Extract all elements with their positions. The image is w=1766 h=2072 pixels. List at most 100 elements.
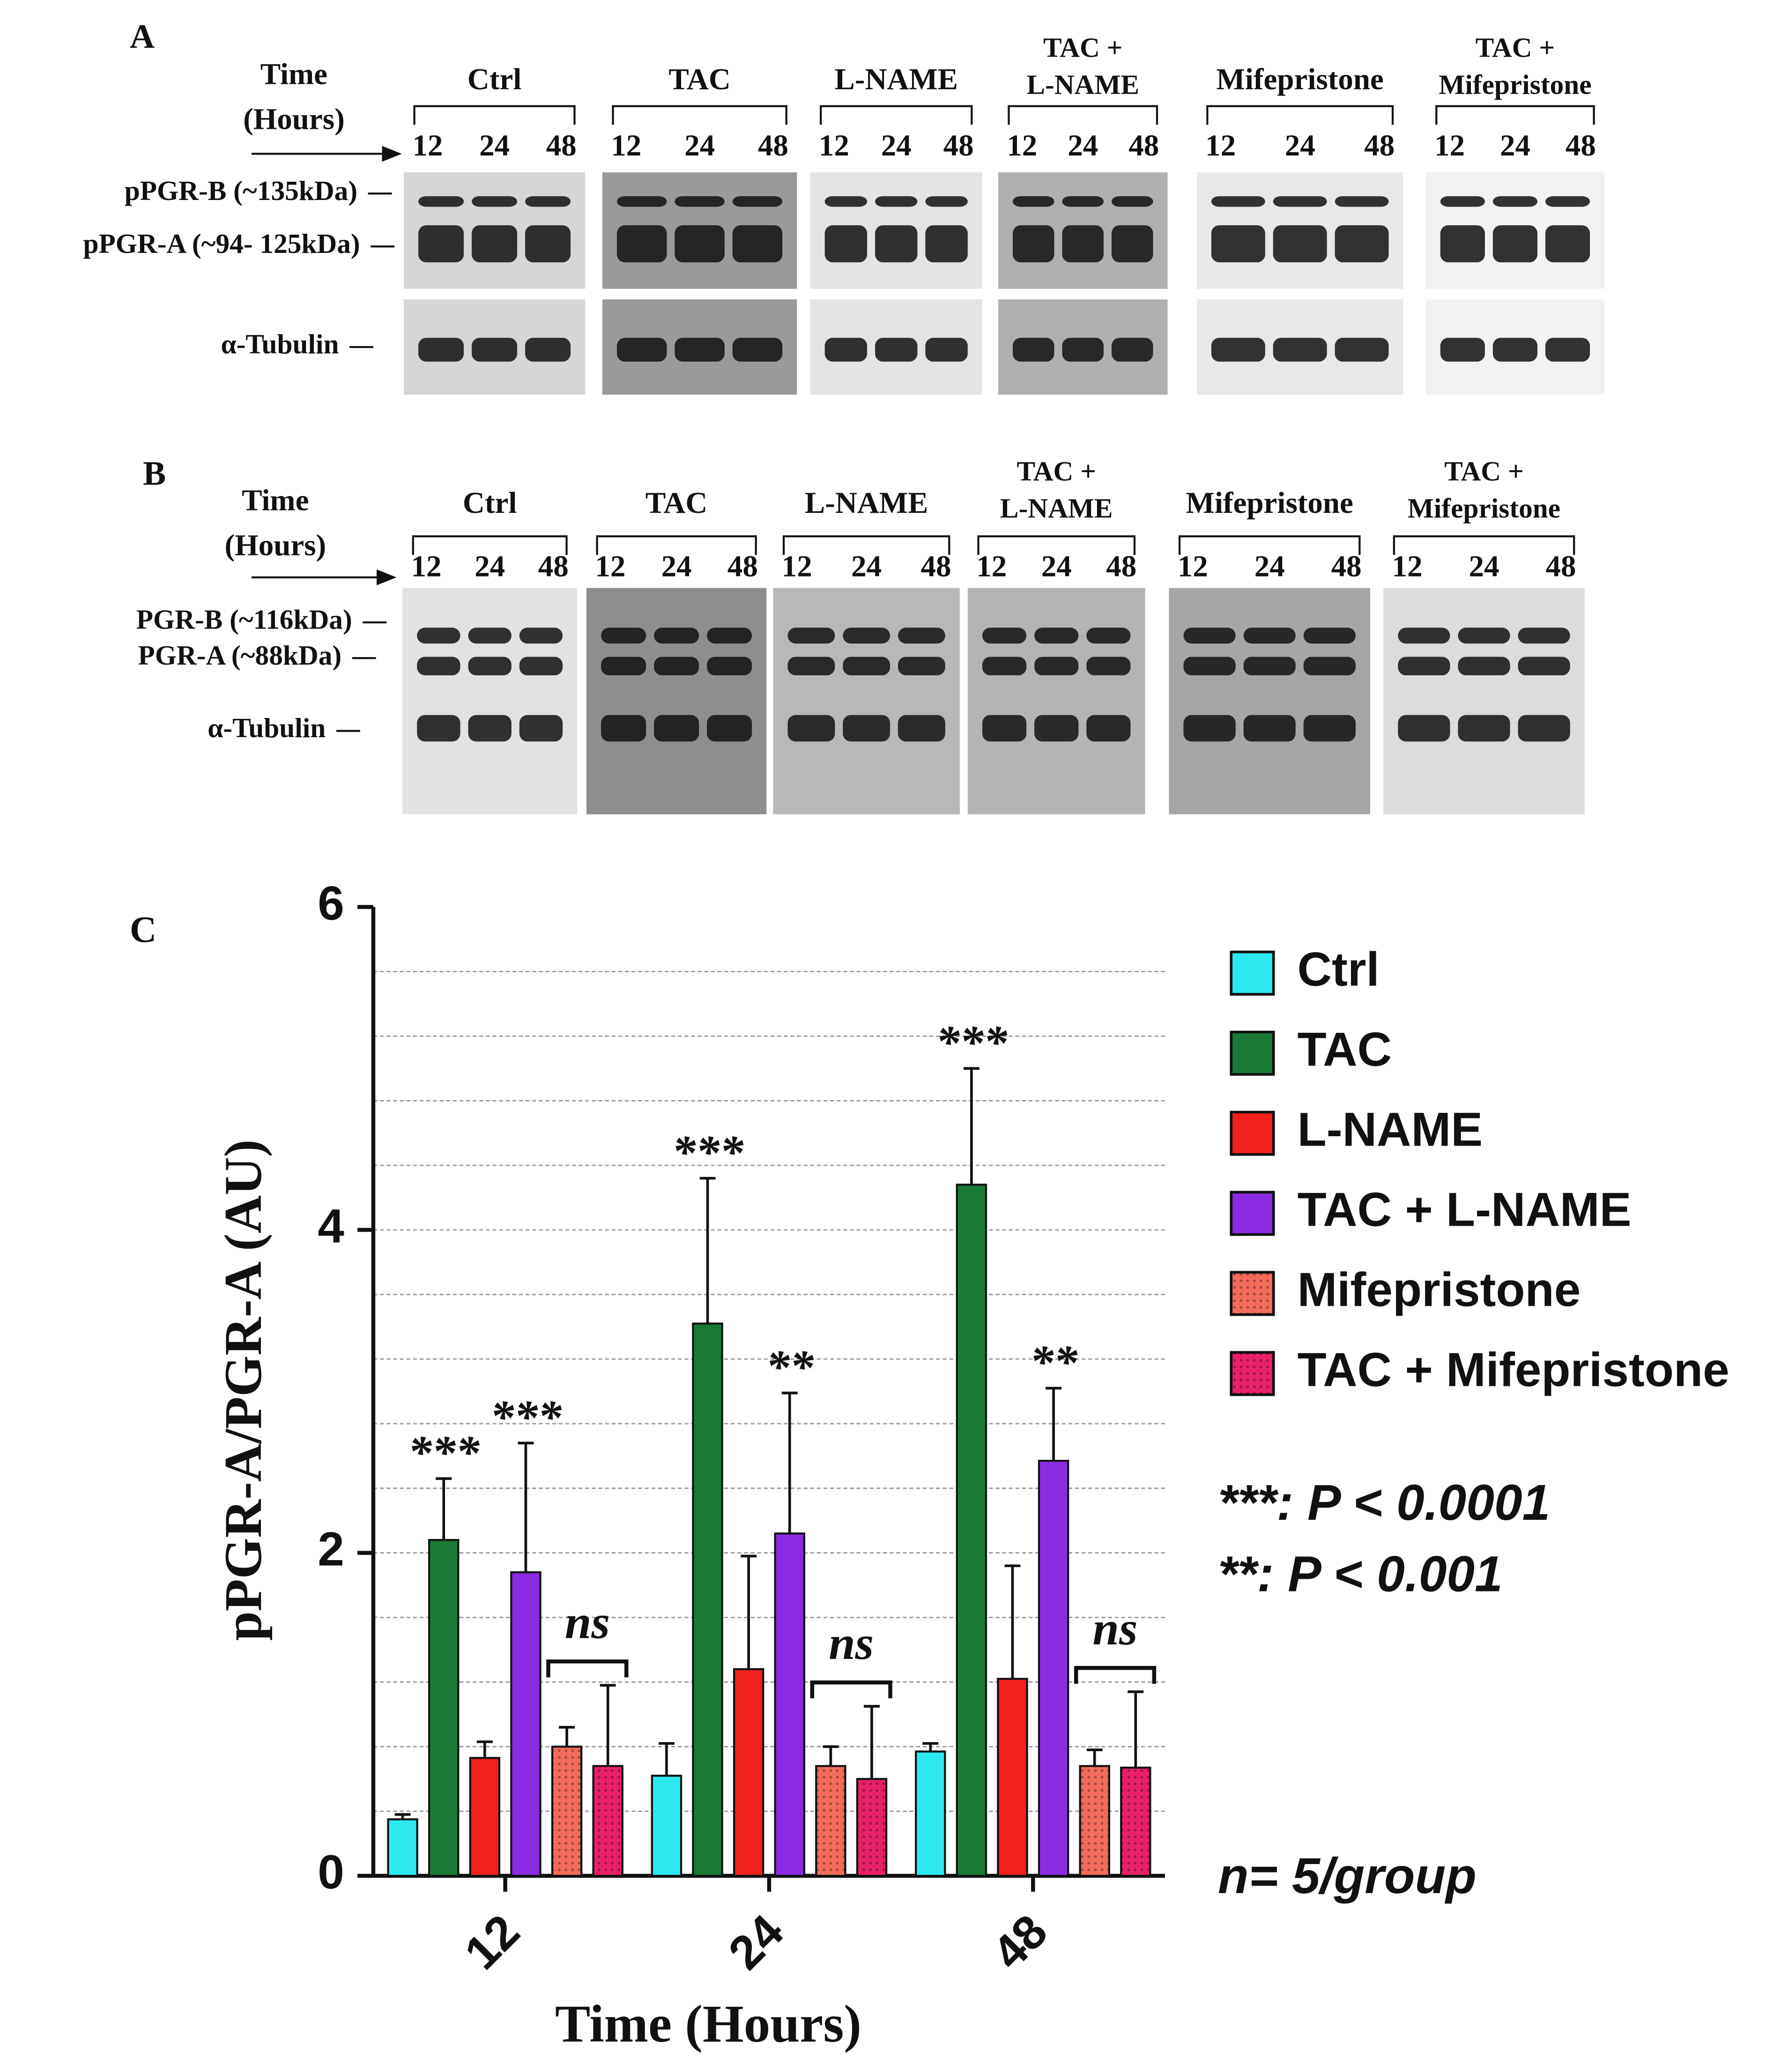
blot: [967, 588, 1145, 814]
significance-label: **: [1030, 1336, 1078, 1389]
band: [417, 657, 460, 675]
significance-label: ***: [936, 1016, 1008, 1069]
error-bar: [436, 1477, 452, 1540]
band: [417, 715, 460, 742]
band: [654, 715, 699, 742]
note: n= 5/group: [1218, 1848, 1477, 1904]
band: [616, 225, 667, 263]
time-point: 12: [1392, 550, 1423, 584]
time-point: 12: [1178, 550, 1208, 584]
band: [1012, 196, 1054, 207]
band: [1062, 225, 1104, 263]
legend-label: L-NAME: [1298, 1103, 1483, 1156]
legend-label: Ctrl: [1298, 943, 1380, 996]
bar: [387, 1818, 418, 1877]
band: [1183, 715, 1236, 742]
error-bar: [600, 1684, 616, 1766]
bar: [1038, 1459, 1069, 1877]
group-label: L-NAME: [1000, 493, 1113, 524]
band: [843, 657, 890, 675]
y-axis-title: pPGR-A/PGR-A (AU): [214, 1140, 273, 1641]
band: [1062, 196, 1104, 207]
band: [472, 338, 518, 362]
band: [1243, 657, 1296, 675]
x-axis-title: Time (Hours): [555, 1995, 861, 2053]
band-label: α-Tubulin: [208, 712, 326, 743]
band: [616, 338, 667, 362]
band: [1518, 628, 1570, 644]
time-point: 12: [611, 129, 641, 163]
error-bar: [1128, 1690, 1144, 1768]
bar: [956, 1184, 987, 1877]
band: [1303, 715, 1356, 742]
band: [898, 657, 945, 675]
y-tick-label: 2: [318, 1522, 344, 1576]
bar-pattern: [552, 1746, 582, 1876]
band: [1492, 338, 1538, 362]
time-label: Time: [242, 483, 309, 517]
band: [1545, 338, 1590, 362]
error-bar: [781, 1391, 798, 1534]
band: [654, 628, 699, 644]
band-label: PGR-B (~116kDa): [136, 604, 352, 635]
band: [1086, 657, 1131, 675]
band: [982, 657, 1027, 675]
band: [616, 196, 667, 207]
group-label: TAC +: [1476, 32, 1555, 63]
bracket: [612, 105, 787, 125]
band: [707, 657, 752, 675]
error-bar: [823, 1745, 839, 1766]
x-tick-label: 24: [718, 1904, 794, 1980]
band: [1086, 628, 1131, 644]
band: [875, 225, 918, 263]
band: [519, 715, 563, 742]
band: [787, 715, 835, 742]
time-point: 48: [758, 129, 788, 163]
group-label: TAC +: [1017, 456, 1096, 487]
time-point: 12: [976, 550, 1007, 584]
band: [824, 338, 868, 362]
bracket: [596, 535, 757, 555]
band: [417, 628, 460, 644]
time-point: 24: [475, 550, 505, 584]
band: [1211, 225, 1265, 263]
bracket: [412, 535, 568, 555]
time-point: 24: [1500, 129, 1530, 163]
time-point: 12: [412, 129, 443, 163]
band-label: pPGR-B (~135kDa): [125, 175, 357, 206]
band: [468, 715, 512, 742]
band: [982, 628, 1027, 644]
group-label: TAC: [668, 63, 730, 96]
time-point: 24: [851, 550, 882, 584]
band: [875, 196, 918, 207]
time-label: (Hours): [224, 529, 326, 562]
band: [1335, 225, 1389, 263]
significance-label: **: [766, 1340, 814, 1393]
error-bar: [741, 1554, 757, 1669]
band: [925, 196, 968, 207]
x-tick-label: 48: [982, 1904, 1058, 1980]
band: [519, 628, 563, 644]
legend-swatch: [1230, 1110, 1275, 1156]
time-point: 48: [546, 129, 577, 163]
time-point: 48: [921, 550, 951, 584]
error-bar: [476, 1740, 493, 1758]
note: ***: P < 0.0001: [1218, 1474, 1550, 1531]
bracket: [1435, 105, 1595, 125]
band-label: α-Tubulin: [221, 329, 339, 360]
band: [1518, 657, 1570, 675]
group-label: TAC: [646, 486, 707, 520]
time-point: 24: [1041, 550, 1072, 584]
time-point: 24: [1469, 550, 1499, 584]
band: [1398, 715, 1450, 742]
group-label: Mifepristone: [1408, 493, 1560, 524]
legend-pattern: [1231, 1272, 1274, 1315]
time-label: (Hours): [243, 103, 345, 136]
blot: [402, 588, 578, 814]
band: [1440, 225, 1485, 263]
bar: [774, 1532, 805, 1877]
bracket: [546, 1659, 629, 1678]
error-bar: [518, 1442, 534, 1572]
band: [1458, 628, 1510, 644]
